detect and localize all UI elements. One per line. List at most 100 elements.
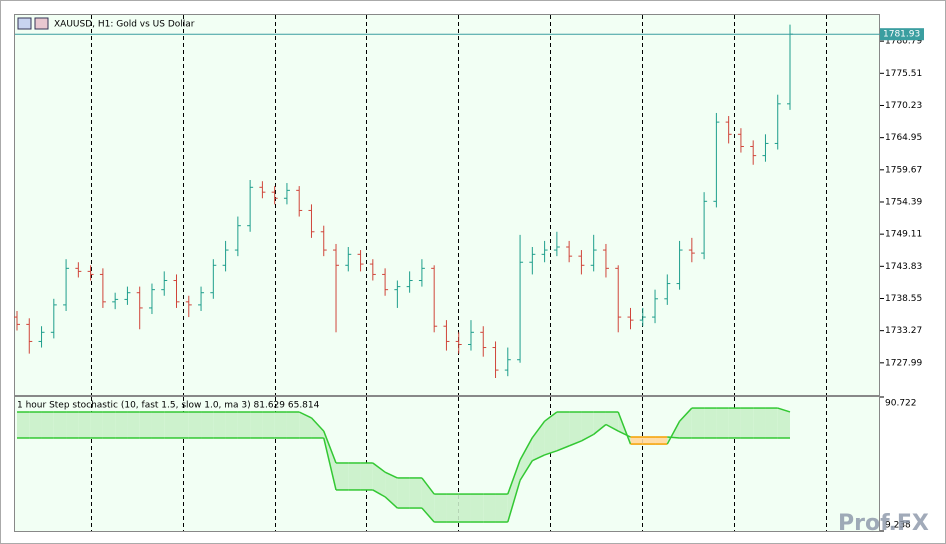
fast-line (531, 420, 546, 439)
price-bar (517, 234, 524, 363)
band-fill (127, 412, 140, 438)
price-bar (173, 274, 180, 308)
price-bar (406, 271, 413, 293)
slow-line (421, 507, 435, 523)
price-bar (382, 268, 389, 296)
price-bar (701, 192, 708, 260)
slow-line (605, 423, 619, 432)
price-bar (75, 262, 82, 278)
slow-line (544, 450, 558, 456)
y-tick-label: 90.722 (885, 399, 917, 409)
price-bar (750, 140, 757, 165)
indicator-title: 1 hour Step stochastic (10, fast 1.5, sl… (17, 401, 320, 411)
y-tick-label: 1759.67 (885, 165, 922, 175)
price-bar (198, 286, 205, 311)
fast-line (421, 477, 435, 495)
band-fill (716, 408, 729, 438)
price-bar (345, 247, 352, 272)
price-bar (553, 231, 560, 257)
band-fill (90, 412, 103, 438)
band-fill (446, 494, 459, 523)
y-tick-label: 1743.83 (885, 262, 922, 272)
price-bar (504, 347, 511, 377)
price-bar (234, 216, 241, 257)
price-bar (222, 240, 229, 272)
price-bar (308, 204, 315, 238)
band-fill (495, 494, 508, 523)
band-fill (544, 412, 557, 455)
current-price-box (880, 28, 924, 41)
price-bar (50, 298, 57, 339)
price-bar (87, 265, 94, 281)
price-bar (112, 292, 119, 310)
price-bar (713, 112, 720, 208)
price-bar (725, 116, 732, 144)
price-bar (578, 250, 585, 275)
band-fill (777, 408, 790, 438)
band-fill (372, 462, 386, 497)
band-fill (630, 436, 643, 445)
price-bar (369, 259, 376, 281)
price-bar (271, 186, 278, 205)
fast-line (298, 411, 312, 419)
price-bar (602, 243, 609, 278)
price-bar (566, 240, 573, 263)
band-fill (336, 462, 349, 490)
y-tick-label: 1770.23 (885, 101, 922, 111)
band-fill (360, 462, 373, 490)
slow-line (372, 489, 386, 498)
band-fill (520, 437, 533, 481)
fast-line (372, 462, 386, 473)
band-fill (201, 412, 214, 438)
price-bar (652, 289, 659, 324)
price-bar (333, 243, 340, 333)
price-bar (529, 247, 536, 275)
band-fill (728, 408, 741, 438)
band-fill (348, 462, 361, 490)
band-fill (679, 408, 692, 438)
fast-line (679, 407, 693, 422)
price-bar (431, 265, 438, 333)
price-bar (357, 250, 364, 272)
price-bar (639, 307, 646, 327)
y-tick-label: 1775.51 (885, 69, 922, 79)
slow-line (581, 433, 595, 442)
band-fill (483, 494, 496, 523)
price-bar (688, 237, 695, 263)
band-fill (470, 494, 484, 523)
band-fill (151, 412, 165, 438)
band-fill (507, 460, 521, 523)
band-fill (642, 436, 656, 445)
band-fill (409, 477, 422, 509)
band-fill (164, 412, 177, 438)
slow-line (532, 454, 545, 462)
band-fill (765, 408, 778, 438)
slow-line (519, 460, 533, 481)
band-fill (250, 412, 263, 438)
band-fill (569, 412, 582, 446)
band-fill (41, 412, 54, 438)
price-bar (136, 286, 143, 330)
toolbar-icons (17, 17, 49, 30)
price-bar (737, 128, 744, 153)
price-bar (148, 283, 155, 315)
band-fill (593, 412, 606, 435)
fast-line (617, 411, 632, 445)
fast-line (777, 407, 791, 413)
price-bar (394, 280, 401, 308)
fast-line (310, 417, 325, 432)
band-fill (53, 412, 67, 438)
fast-line (666, 420, 681, 445)
price-bar (480, 326, 487, 357)
price-bar (99, 268, 106, 308)
y-tick-label: 1764.95 (885, 133, 922, 143)
band-fill (102, 412, 116, 438)
price-bar (63, 259, 70, 311)
band-fill (262, 412, 275, 438)
band-fill (237, 412, 251, 438)
y-tick-label: 1780.79 (885, 37, 922, 47)
fast-line (384, 471, 398, 479)
fast-line (544, 411, 558, 422)
band-fill (213, 412, 226, 438)
